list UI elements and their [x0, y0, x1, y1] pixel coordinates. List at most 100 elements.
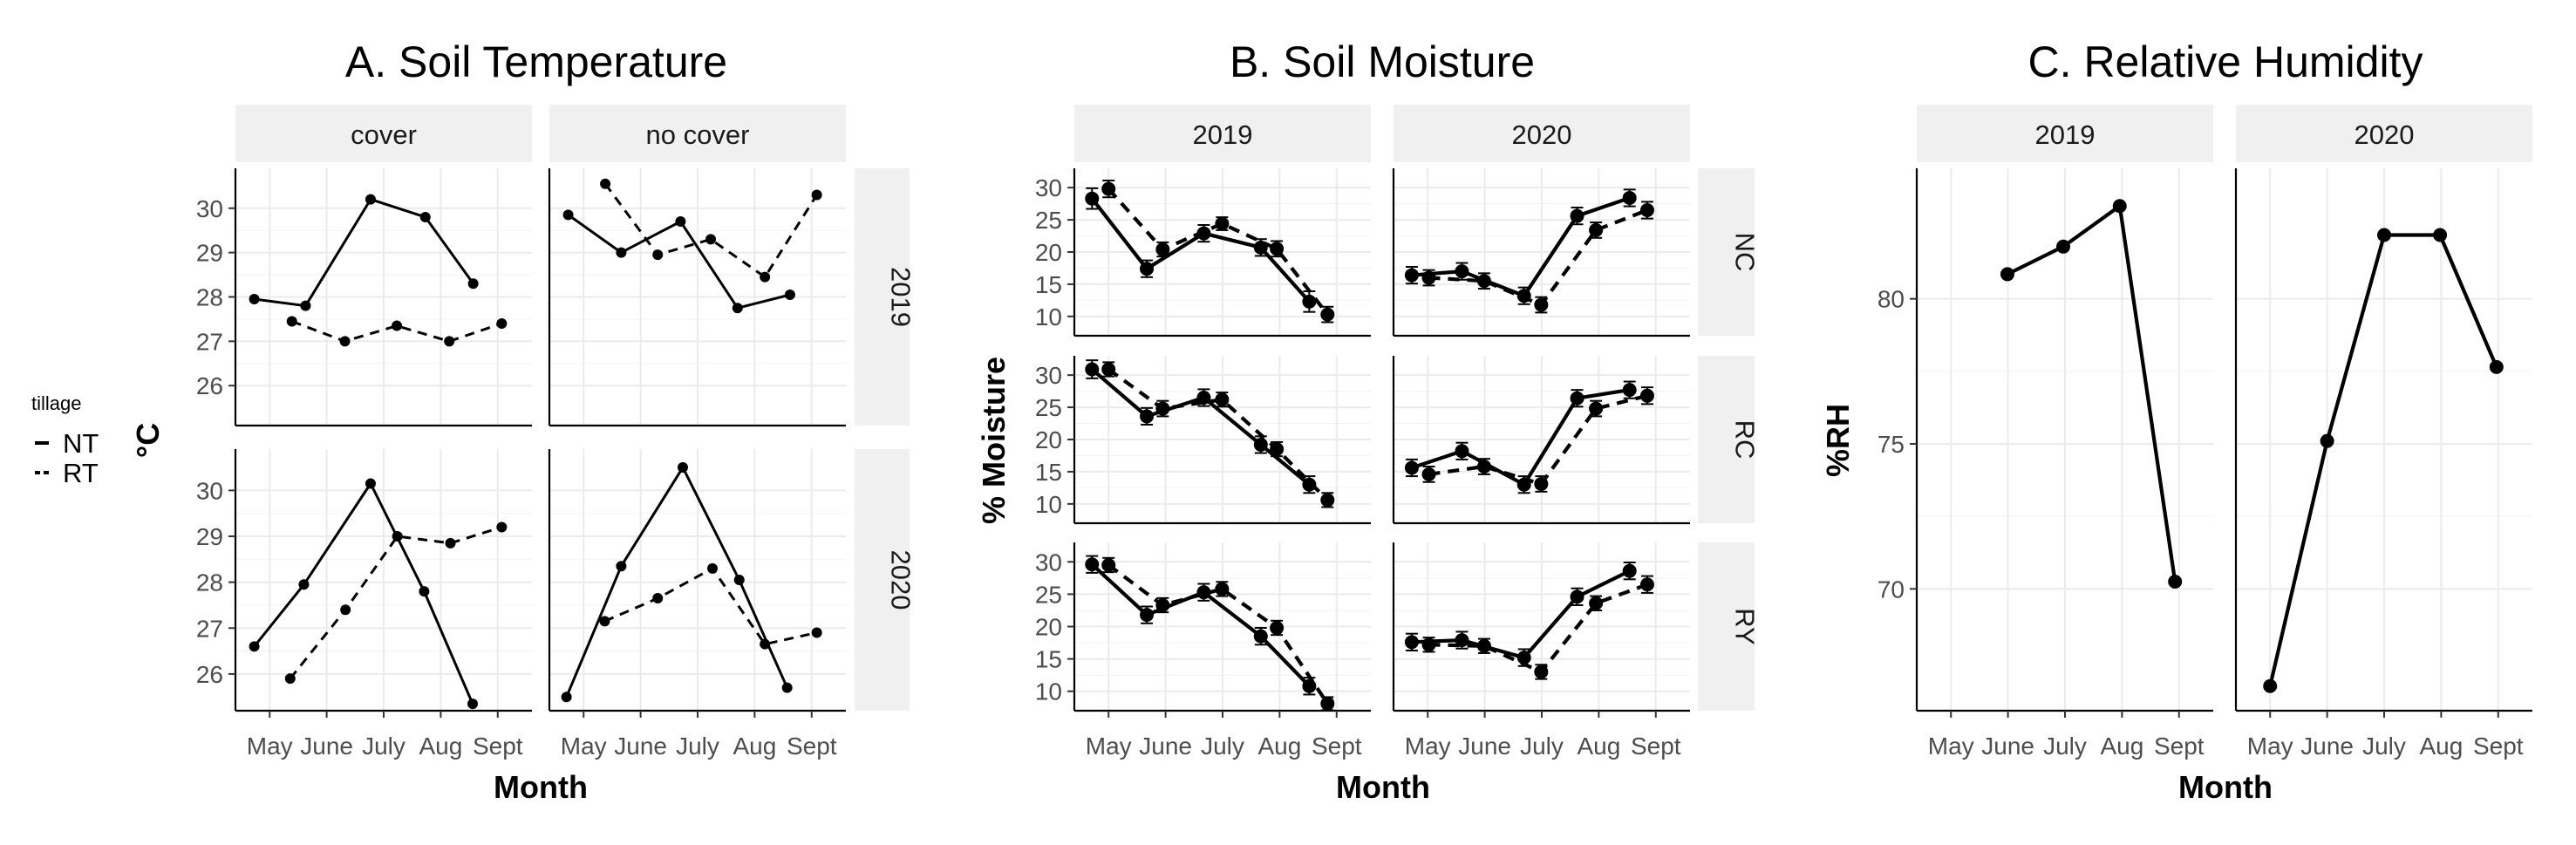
- facet-label-cover: cover: [351, 119, 417, 150]
- x-tick-label-june: June: [2300, 733, 2354, 760]
- series-nt-line: [1411, 196, 1631, 298]
- series-rt-point: [652, 249, 664, 261]
- x-tick-label-june: June: [614, 733, 667, 760]
- series-rt-point: [1534, 297, 1549, 312]
- facet-strip-2019: [1074, 105, 1371, 162]
- y-tick-label: 70: [1877, 576, 1905, 603]
- y-tick-label: 26: [196, 661, 223, 688]
- series-nt-point: [781, 682, 793, 693]
- y-axis-title: %RH: [1820, 404, 1856, 477]
- x-tick-label-may: May: [1405, 733, 1451, 760]
- chart-title: B. Soil Moisture: [1230, 37, 1535, 86]
- y-tick-label: 10: [1035, 491, 1062, 518]
- y-tick-label: 80: [1877, 286, 1905, 313]
- x-axis-title: Month: [1336, 769, 1430, 805]
- facet-strip-no-cover: [549, 105, 846, 162]
- x-axis-title: Month: [494, 769, 588, 805]
- x-tick-label-aug: Aug: [419, 733, 462, 760]
- series-nt-point: [616, 247, 627, 258]
- facet-strip-2020: [855, 449, 910, 711]
- series-rt-point: [1421, 270, 1436, 285]
- series-nt-point: [1570, 391, 1584, 405]
- series-rt-point: [1101, 181, 1116, 196]
- series-nt-point: [467, 278, 479, 290]
- y-tick-label: 29: [196, 240, 223, 267]
- series-rt-point: [1215, 392, 1230, 407]
- facet-label-2020: 2020: [886, 550, 917, 610]
- x-tick-label-july: July: [1201, 733, 1244, 760]
- panel: 10 15 20 25 30: [1035, 168, 1371, 337]
- facet-strip-2020: [1394, 105, 1690, 162]
- series-nt-point: [1404, 460, 1419, 475]
- series-nt-point: [1302, 477, 1317, 492]
- panel: [1392, 356, 1690, 525]
- panel: May June July Aug Sept: [2234, 168, 2532, 760]
- series-rt-point: [760, 638, 771, 650]
- series-rt-point: [1639, 577, 1654, 592]
- series-nt-point: [467, 698, 478, 710]
- y-tick-label: 75: [1877, 431, 1905, 458]
- facet-strip-cover: [235, 105, 532, 162]
- series-rt-point: [707, 562, 718, 574]
- facet-strip-rc: [1698, 356, 1755, 523]
- series-rt-line: [603, 567, 818, 646]
- y-tick-label: 30: [1035, 362, 1062, 389]
- x-tick-label-aug: Aug: [1257, 733, 1301, 760]
- x-tick-label-may: May: [1086, 733, 1132, 760]
- facet-strip-ry: [1698, 542, 1755, 711]
- series-rt-point: [284, 673, 296, 685]
- x-tick-label-july: July: [1520, 733, 1564, 760]
- y-tick-label: 15: [1035, 646, 1062, 673]
- series-rt-point: [1421, 467, 1436, 481]
- series-nt-point: [300, 300, 311, 311]
- series-nt-point: [678, 462, 688, 474]
- y-tick-label: 25: [1035, 207, 1062, 234]
- y-tick-label: 20: [1035, 614, 1062, 641]
- series-nt-point: [561, 692, 572, 703]
- x-tick-label-july: July: [362, 733, 405, 760]
- x-tick-label-sept: Sept: [2154, 733, 2205, 760]
- series-nt-point: [1455, 264, 1469, 279]
- series-rt-point: [1534, 476, 1549, 491]
- y-tick-label: 10: [1035, 303, 1062, 331]
- panel: 10 15 20 25 30: [1035, 356, 1371, 525]
- series-rt-line: [1428, 208, 1648, 307]
- series-rt-point: [811, 189, 822, 201]
- y-tick-label: 25: [1035, 581, 1062, 608]
- y-tick-label: 27: [196, 328, 223, 355]
- facet-label-rc: RC: [1730, 420, 1761, 460]
- x-tick-label-may: May: [1928, 733, 1974, 760]
- series-rt-point: [1155, 242, 1170, 257]
- series-rt-point: [1421, 637, 1436, 652]
- series-rt-point: [1476, 274, 1491, 289]
- series-rt-point: [1270, 442, 1285, 457]
- series-rt-point: [1155, 598, 1170, 613]
- series-nt-point: [2168, 574, 2183, 589]
- series-rt-point: [1215, 216, 1230, 231]
- series-nt-point: [2433, 228, 2448, 242]
- y-tick-label: 26: [196, 372, 223, 399]
- legend-nt-label: NT: [63, 428, 99, 459]
- series-nt-point: [784, 289, 795, 300]
- facet-label-2019: 2019: [2035, 119, 2096, 150]
- series-nt-line: [1411, 569, 1631, 660]
- chart-title: A. Soil Temperature: [345, 37, 727, 86]
- series-rt-line: [603, 182, 818, 279]
- series-nt-point: [419, 211, 431, 222]
- series-rt-line: [289, 526, 502, 680]
- series-rt-line: [291, 320, 502, 343]
- series-nt-point: [2056, 239, 2071, 254]
- relative-humidity-chart: C. Relative Humidity 2019 2020 Month %RH 70 75…: [1820, 37, 2532, 805]
- series-nt-point: [1404, 635, 1419, 650]
- facet-label-2019: 2019: [1193, 119, 1253, 150]
- series-nt-point: [2320, 433, 2334, 448]
- x-tick-label-may: May: [2247, 733, 2293, 760]
- series-nt-point: [1253, 629, 1268, 644]
- series-nt-point: [1404, 268, 1419, 283]
- panel: May June July Aug Sept: [548, 449, 846, 760]
- x-axis-title: Month: [2178, 769, 2273, 805]
- facet-label-nc: NC: [1730, 233, 1761, 272]
- series-rt-point: [1476, 638, 1491, 653]
- series-rt-point: [1270, 242, 1285, 256]
